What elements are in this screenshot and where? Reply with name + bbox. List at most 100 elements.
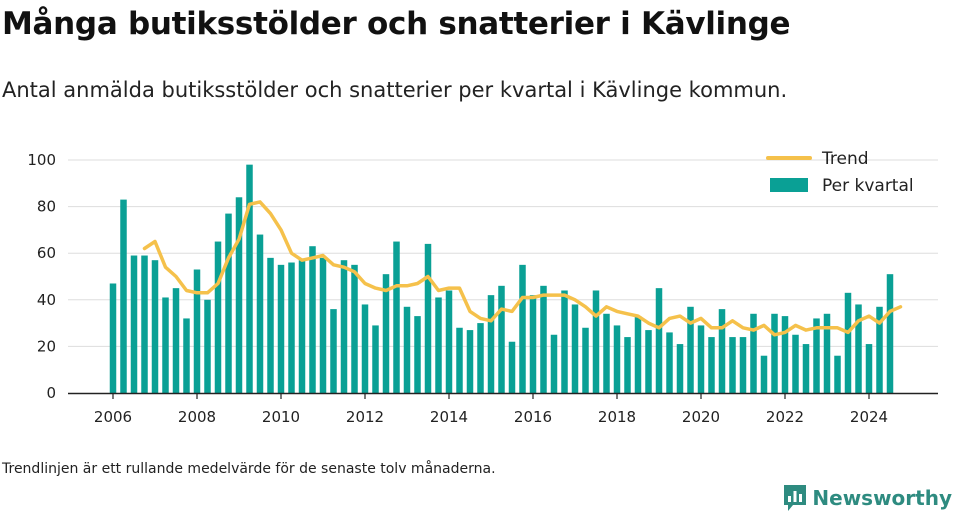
y-tick-label: 60 xyxy=(37,244,56,262)
bar xyxy=(687,306,694,393)
legend: Trend Per kvartal xyxy=(766,149,914,196)
bar xyxy=(760,355,768,393)
bar xyxy=(340,260,348,393)
bar xyxy=(109,283,117,393)
x-tick-label: 2020 xyxy=(682,408,720,426)
bar xyxy=(183,318,190,393)
bar xyxy=(204,299,211,393)
bar xyxy=(739,337,747,393)
bar xyxy=(781,316,789,393)
bar xyxy=(519,264,526,393)
bar xyxy=(561,290,568,393)
bar xyxy=(582,327,589,393)
bar xyxy=(393,241,400,393)
x-tick-label: 2008 xyxy=(178,408,216,426)
y-tick-label: 80 xyxy=(37,198,56,216)
newsworthy-logo-icon xyxy=(784,485,807,511)
bar xyxy=(319,257,327,393)
bar xyxy=(151,260,159,393)
y-tick-label: 20 xyxy=(37,337,56,355)
bar xyxy=(865,344,873,393)
bar xyxy=(771,313,778,393)
bar xyxy=(214,241,222,393)
x-tick-label: 2006 xyxy=(94,408,132,426)
bar xyxy=(550,334,558,393)
bar xyxy=(603,313,610,393)
chart-title: Många butiksstölder och snatterier i Käv… xyxy=(2,6,791,42)
bar-series xyxy=(109,164,894,393)
bar xyxy=(120,199,127,393)
bar xyxy=(193,269,201,393)
bar xyxy=(351,264,358,393)
bar xyxy=(456,327,463,393)
bar xyxy=(267,257,274,393)
bar xyxy=(445,290,453,393)
x-tick-label: 2022 xyxy=(766,408,804,426)
bar xyxy=(309,246,316,393)
y-tick-label: 100 xyxy=(27,151,56,169)
bar xyxy=(729,337,736,393)
bar xyxy=(277,264,285,393)
bar xyxy=(855,304,862,393)
bar xyxy=(508,341,516,393)
bar xyxy=(403,306,411,393)
y-tick-label: 0 xyxy=(46,384,56,402)
bar xyxy=(162,297,169,393)
footnote: Trendlinjen är ett rullande medelvärde f… xyxy=(2,461,496,477)
bar xyxy=(256,234,264,393)
bar xyxy=(645,330,652,393)
legend-trend-label: Trend xyxy=(821,149,869,169)
trend-series xyxy=(142,200,903,337)
x-tick-label: 2018 xyxy=(598,408,636,426)
trend-line xyxy=(142,200,903,337)
bar xyxy=(246,164,253,393)
bar xyxy=(435,297,442,393)
bar xyxy=(225,213,232,393)
bar xyxy=(750,313,757,393)
bar xyxy=(718,309,726,393)
bar xyxy=(172,288,180,393)
bar xyxy=(655,288,663,393)
y-tick-label: 40 xyxy=(37,291,56,309)
bar xyxy=(708,337,715,393)
bar xyxy=(424,243,432,393)
bar xyxy=(235,197,243,393)
bar xyxy=(834,355,841,393)
brand[interactable]: Newsworthy xyxy=(783,484,952,512)
bar xyxy=(414,316,421,393)
x-axis-ticks: 2006 2008 2010 2012 2014 2016 2018 2020 2022 2024 xyxy=(94,393,888,426)
bar xyxy=(498,285,505,393)
y-axis-ticks: 0 20 40 60 80 100 xyxy=(27,151,56,402)
bar xyxy=(382,274,390,393)
bar xyxy=(886,274,894,393)
bar xyxy=(634,316,642,393)
bar xyxy=(477,323,484,393)
bar xyxy=(372,325,379,393)
bar xyxy=(298,260,306,393)
legend-bar-swatch xyxy=(770,178,808,192)
bar xyxy=(697,325,705,393)
x-tick-label: 2024 xyxy=(850,408,888,426)
bar xyxy=(487,295,495,393)
chart-subtitle: Antal anmälda butiksstölder och snatteri… xyxy=(2,78,788,102)
bar xyxy=(361,304,369,393)
bar xyxy=(802,344,810,393)
bar xyxy=(141,255,148,393)
bar xyxy=(330,309,337,393)
x-tick-label: 2010 xyxy=(262,408,300,426)
bar xyxy=(540,285,547,393)
bar xyxy=(466,330,474,393)
bar xyxy=(288,262,295,393)
bar xyxy=(876,306,883,393)
x-tick-label: 2012 xyxy=(346,408,384,426)
brand-name: Newsworthy xyxy=(812,486,952,510)
x-tick-label: 2016 xyxy=(514,408,552,426)
bar xyxy=(666,332,673,393)
legend-bar-label: Per kvartal xyxy=(822,176,914,196)
bar xyxy=(813,318,820,393)
x-tick-label: 2014 xyxy=(430,408,468,426)
bar xyxy=(130,255,138,393)
chart: 0 20 40 60 80 100 2006 2008 2010 2012 2014 2016 201… xyxy=(27,149,938,426)
bar xyxy=(613,325,621,393)
bar xyxy=(624,337,631,393)
